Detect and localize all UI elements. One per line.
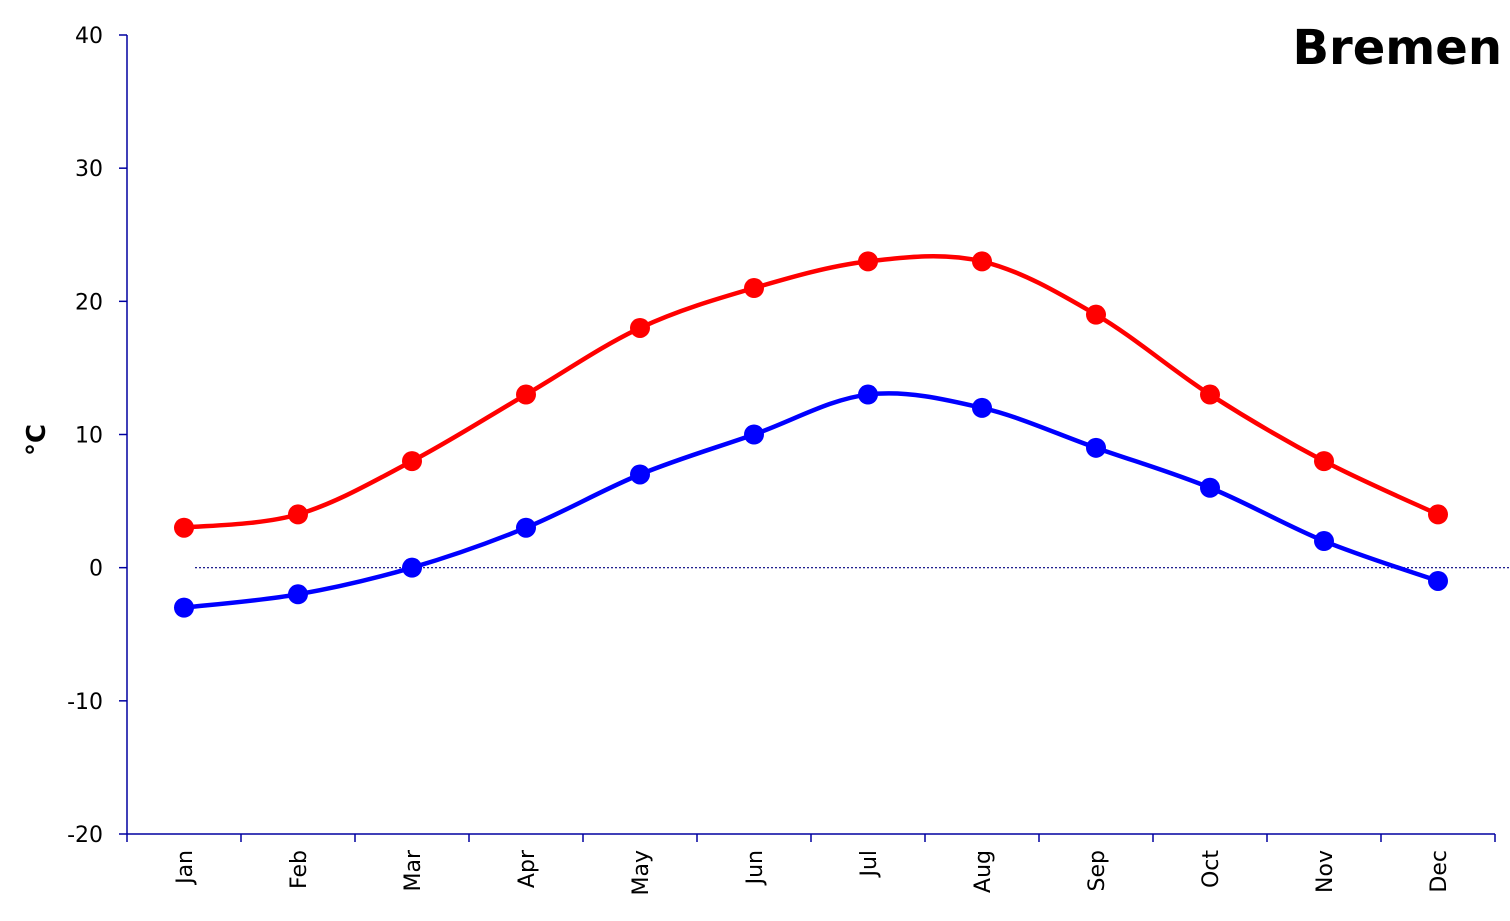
x-tick-label: Oct	[1199, 850, 1224, 888]
x-tick-label: Jul	[857, 850, 882, 879]
series-point	[858, 384, 878, 405]
series-point	[744, 278, 764, 299]
series-point	[972, 397, 992, 418]
y-tick-label: 0	[89, 557, 103, 582]
series-point	[630, 317, 650, 338]
series-point	[1314, 531, 1334, 552]
y-ticks: -20 -10 0 10 20 30 40	[67, 24, 127, 848]
y-axis-title: °C	[22, 424, 52, 456]
y-tick-label: 10	[75, 424, 103, 449]
series-point	[1314, 451, 1334, 472]
series-point	[1200, 384, 1220, 405]
series-point	[288, 504, 308, 525]
x-tick-label: Jan	[173, 850, 198, 886]
x-tick-label: Feb	[287, 850, 312, 889]
x-tick-label: Dec	[1427, 850, 1452, 893]
series-point	[174, 597, 194, 618]
series-point	[402, 451, 422, 472]
y-tick-label: -10	[67, 690, 103, 715]
chart-title: Bremen	[1292, 20, 1502, 76]
series-point	[1086, 437, 1106, 458]
x-tick-label: Nov	[1313, 850, 1338, 893]
series-point	[1428, 570, 1448, 591]
x-tick-label: Apr	[515, 849, 540, 888]
x-ticks: Jan Feb Mar Apr May Jun Jul Aug Sep Oct Nov Dec	[126, 834, 1496, 895]
series-point	[1200, 477, 1220, 498]
series-point	[516, 517, 536, 538]
series-line	[181, 254, 1441, 530]
series-point	[630, 464, 650, 485]
series-point	[174, 517, 194, 538]
y-tick-label: 20	[75, 290, 103, 315]
axes-layer	[126, 35, 1495, 835]
x-tick-label: Sep	[1085, 850, 1110, 891]
y-tick-label: -20	[67, 823, 103, 848]
series-layer	[174, 251, 1448, 618]
y-tick-label: 30	[75, 157, 103, 182]
y-tick-label: 40	[75, 24, 103, 49]
series-point	[744, 424, 764, 445]
series-line	[181, 391, 1441, 610]
series-point	[1086, 304, 1106, 325]
x-tick-label: May	[629, 850, 654, 895]
x-tick-label: Mar	[401, 849, 426, 891]
series-point	[288, 584, 308, 605]
series-point	[1428, 504, 1448, 525]
series-point	[516, 384, 536, 405]
series-point	[858, 251, 878, 272]
series-point	[402, 557, 422, 578]
x-tick-label: Jun	[743, 850, 768, 886]
series-point	[972, 251, 992, 272]
x-tick-label: Aug	[971, 850, 996, 893]
